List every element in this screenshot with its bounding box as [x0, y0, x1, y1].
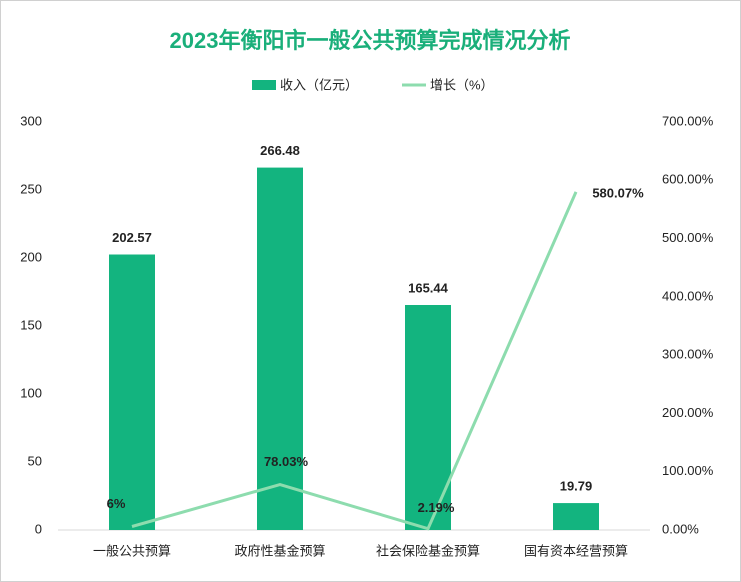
- x-tick-label: 国有资本经营预算: [524, 543, 628, 558]
- y2-tick-label: 500.00%: [662, 230, 714, 245]
- y2-tick-label: 100.00%: [662, 463, 714, 478]
- value-label: 19.79: [560, 479, 593, 494]
- y-tick-label: 50: [28, 453, 42, 468]
- bar: [257, 167, 303, 530]
- value-label: 580.07%: [592, 185, 644, 200]
- bar: [405, 305, 451, 530]
- y2-tick-label: 200.00%: [662, 405, 714, 420]
- legend-swatch: [252, 80, 276, 90]
- value-label: 165.44: [408, 280, 449, 295]
- value-label: 266.48: [260, 143, 300, 158]
- value-label: 2.19%: [418, 500, 455, 515]
- y2-tick-label: 300.00%: [662, 347, 714, 362]
- x-tick-label: 一般公共预算: [93, 543, 171, 558]
- y-tick-label: 0: [35, 521, 42, 536]
- chart-title: 2023年衡阳市一般公共预算完成情况分析: [170, 28, 571, 53]
- value-label: 6%: [107, 496, 126, 511]
- y2-tick-label: 700.00%: [662, 113, 714, 128]
- y-tick-label: 150: [20, 317, 42, 332]
- y-tick-label: 200: [20, 249, 42, 264]
- y-tick-label: 250: [20, 181, 42, 196]
- value-label: 78.03%: [264, 454, 309, 469]
- x-tick-label: 政府性基金预算: [234, 543, 325, 558]
- y-tick-label: 100: [20, 385, 42, 400]
- x-tick-label: 社会保险基金预算: [376, 543, 480, 558]
- bar: [109, 254, 155, 530]
- y-tick-label: 300: [20, 113, 42, 128]
- line: [131, 191, 578, 531]
- legend-label: 增长（%）: [430, 77, 494, 92]
- y2-tick-label: 600.00%: [662, 172, 714, 187]
- y2-tick-label: 400.00%: [662, 288, 714, 303]
- y2-tick-label: 0.00%: [662, 521, 699, 536]
- legend-label: 收入（亿元）: [280, 77, 358, 92]
- value-label: 202.57: [112, 230, 152, 245]
- bar: [553, 503, 599, 530]
